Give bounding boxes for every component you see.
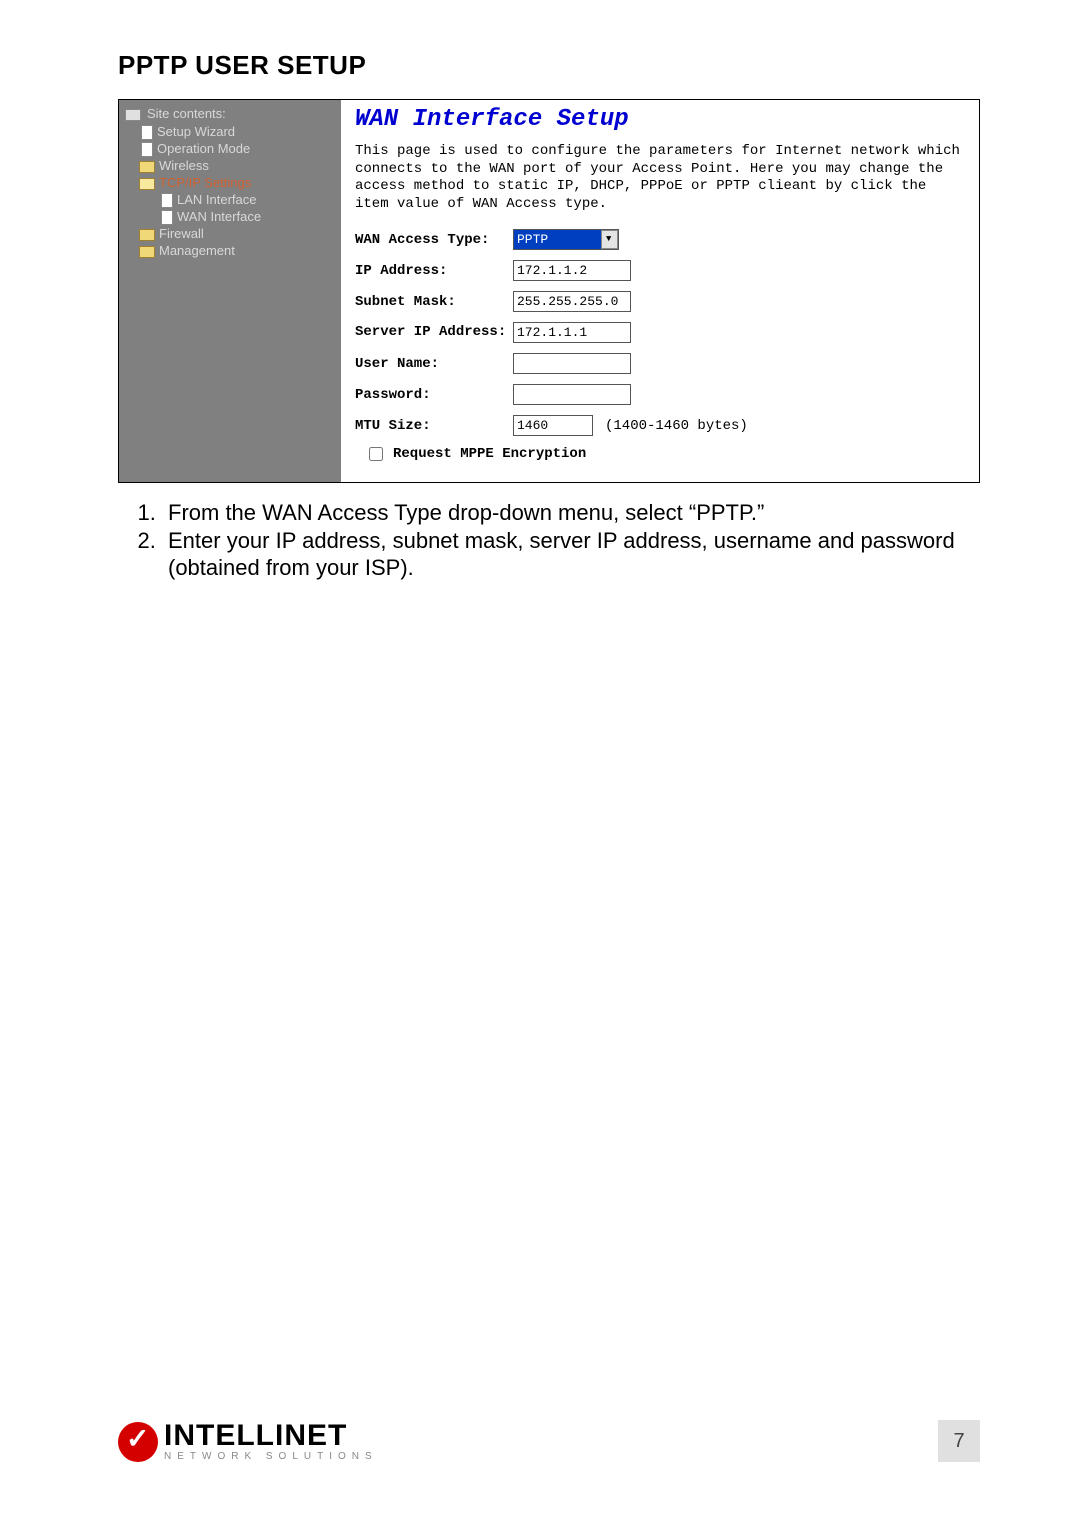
checkmark-icon [118, 1422, 158, 1462]
sidebar-item-label: WAN Interface [177, 209, 261, 224]
mtu-hint: (1400-1460 bytes) [605, 418, 748, 434]
server-ip-input[interactable] [513, 322, 631, 343]
password-input[interactable] [513, 384, 631, 405]
tree-root-label: Site contents: [147, 106, 226, 121]
row-mtu: MTU Size: (1400-1460 bytes) [355, 415, 965, 436]
label-mtu: MTU Size: [355, 418, 513, 434]
sidebar-item-label: Operation Mode [157, 141, 250, 156]
sidebar-item-label: Management [159, 243, 235, 258]
row-subnet-mask: Subnet Mask: [355, 291, 965, 312]
page-icon [159, 193, 173, 207]
sidebar-item-operation-mode[interactable]: Operation Mode [139, 140, 341, 157]
brand-logo: INTELLINET NETWORK SOLUTIONS [118, 1421, 378, 1462]
label-wan-access-type: WAN Access Type: [355, 232, 513, 248]
main-panel: WAN Interface Setup This page is used to… [341, 100, 979, 482]
router-screenshot: Site contents: Setup Wizard Operation Mo… [118, 99, 980, 483]
instruction-step-2: Enter your IP address, subnet mask, serv… [162, 527, 980, 582]
panel-description: This page is used to configure the param… [355, 143, 965, 213]
label-ip-address: IP Address: [355, 263, 513, 279]
sidebar-item-label: Wireless [159, 158, 209, 173]
sidebar-item-wan-interface[interactable]: WAN Interface [159, 208, 341, 225]
row-password: Password: [355, 384, 965, 405]
page-title: PPTP USER SETUP [118, 50, 980, 81]
page-icon [139, 125, 153, 139]
mtu-input[interactable] [513, 415, 593, 436]
page-number: 7 [938, 1420, 980, 1462]
instructions: From the WAN Access Type drop-down menu,… [118, 499, 980, 582]
folder-icon [139, 244, 155, 257]
row-server-ip: Server IP Address: [355, 322, 965, 343]
label-user-name: User Name: [355, 356, 513, 372]
label-mppe: Request MPPE Encryption [393, 446, 586, 462]
label-server-ip: Server IP Address: [355, 325, 513, 340]
panel-heading: WAN Interface Setup [355, 106, 965, 133]
sidebar-item-tcpip[interactable]: TCP/IP Settings [139, 174, 341, 191]
page-icon [139, 142, 153, 156]
sidebar-item-label: LAN Interface [177, 192, 257, 207]
sidebar-nav: Site contents: Setup Wizard Operation Mo… [119, 100, 341, 482]
folder-icon [139, 227, 155, 240]
folder-icon [139, 159, 155, 172]
sidebar-item-setup-wizard[interactable]: Setup Wizard [139, 123, 341, 140]
row-wan-access-type: WAN Access Type: PPTP [355, 229, 965, 250]
select-wan-access-type[interactable]: PPTP [513, 229, 619, 250]
user-name-input[interactable] [513, 353, 631, 374]
folder-open-icon [139, 176, 155, 189]
sidebar-item-lan-interface[interactable]: LAN Interface [159, 191, 341, 208]
brand-name: INTELLINET [164, 1421, 378, 1451]
sidebar-item-firewall[interactable]: Firewall [139, 225, 341, 242]
instruction-step-1: From the WAN Access Type drop-down menu,… [162, 499, 980, 527]
mppe-checkbox[interactable] [369, 447, 383, 461]
row-user-name: User Name: [355, 353, 965, 374]
sidebar-item-label: Setup Wizard [157, 124, 235, 139]
page-footer: INTELLINET NETWORK SOLUTIONS 7 [118, 1420, 980, 1462]
label-password: Password: [355, 387, 513, 403]
label-subnet-mask: Subnet Mask: [355, 294, 513, 310]
subnet-mask-input[interactable] [513, 291, 631, 312]
wan-access-type-dropdown[interactable]: PPTP [513, 229, 619, 250]
row-mppe: Request MPPE Encryption [355, 446, 965, 462]
brand-tagline: NETWORK SOLUTIONS [164, 1451, 378, 1462]
sidebar-item-wireless[interactable]: Wireless [139, 157, 341, 174]
sidebar-item-management[interactable]: Management [139, 242, 341, 259]
sidebar-item-label: Firewall [159, 226, 204, 241]
page-icon [159, 210, 173, 224]
tree-root: Site contents: [125, 106, 341, 121]
row-ip-address: IP Address: [355, 260, 965, 281]
sidebar-item-label: TCP/IP Settings [159, 175, 251, 190]
ip-address-input[interactable] [513, 260, 631, 281]
computer-icon [125, 107, 141, 121]
